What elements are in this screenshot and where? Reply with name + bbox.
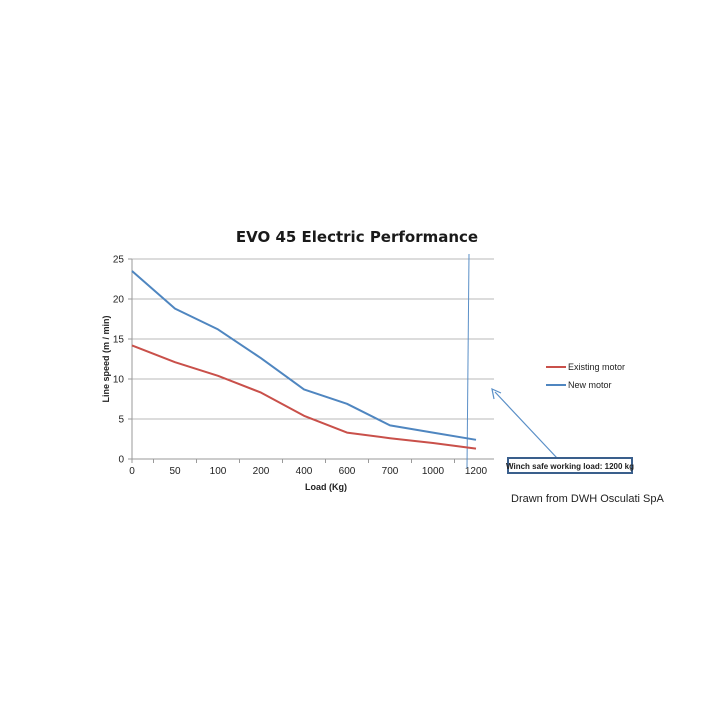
- callout-box: [507, 457, 633, 474]
- credit-note: Drawn from DWH Osculati SpA: [511, 493, 664, 505]
- grid: [132, 258, 494, 420]
- series-line-existing-motor: [131, 344, 477, 450]
- legend-label-existing-motor: Existing motor: [568, 362, 625, 372]
- x-tick-labels: 0 50 100 200 400 600 700 1000 1200: [129, 466, 487, 477]
- y-tick-label-5: 5: [118, 415, 124, 426]
- x-tick-label-100: 100: [210, 466, 227, 477]
- x-tick-label-0: 0: [129, 466, 135, 477]
- axes: [128, 258, 494, 463]
- x-axis-label: Load (Kg): [305, 482, 347, 492]
- callout-arrow: [494, 391, 558, 459]
- arrow-head-icon: [491, 387, 502, 400]
- x-tick-label-400: 400: [296, 466, 313, 477]
- legend-label-new-motor: New motor: [568, 380, 612, 390]
- chart-title: EVO 45 Electric Performance: [236, 228, 478, 246]
- series-line-new-motor: [131, 270, 477, 441]
- callout-text: Winch safe working load: 1200 kg: [506, 462, 634, 471]
- y-tick-labels: 0 5 10 15 20 25: [113, 255, 125, 466]
- x-tick-label-600: 600: [339, 466, 356, 477]
- x-tick-label-1000: 1000: [422, 466, 445, 477]
- y-tick-label-20: 20: [113, 295, 125, 306]
- y-tick-label-15: 15: [113, 335, 125, 346]
- callout: Winch safe working load: 1200 kg: [491, 387, 634, 474]
- x-tick-label-1200: 1200: [465, 466, 488, 477]
- series-lines: [131, 270, 477, 450]
- y-tick-label-25: 25: [113, 255, 125, 266]
- safe-working-load-line: [466, 253, 470, 469]
- y-tick-label-10: 10: [113, 375, 125, 386]
- x-tick-label-50: 50: [169, 466, 181, 477]
- x-tick-label-200: 200: [253, 466, 270, 477]
- y-tick-label-0: 0: [118, 455, 124, 466]
- y-axis-label: Line speed (m / min): [101, 315, 111, 402]
- legend: Existing motor New motor: [546, 362, 625, 390]
- x-tick-label-700: 700: [382, 466, 399, 477]
